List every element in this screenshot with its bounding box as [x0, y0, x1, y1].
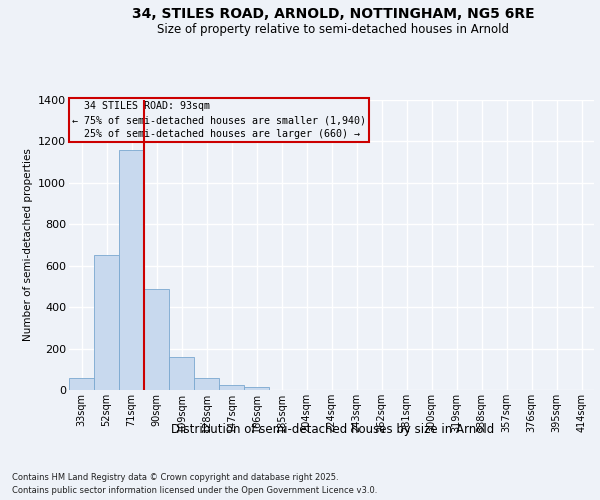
Bar: [219, 385, 244, 390]
Text: Contains public sector information licensed under the Open Government Licence v3: Contains public sector information licen…: [12, 486, 377, 495]
Bar: [94, 256, 119, 390]
Y-axis label: Number of semi-detached properties: Number of semi-detached properties: [23, 148, 32, 342]
Text: 34, STILES ROAD, ARNOLD, NOTTINGHAM, NG5 6RE: 34, STILES ROAD, ARNOLD, NOTTINGHAM, NG5…: [131, 8, 535, 22]
Bar: [194, 378, 219, 390]
Bar: [244, 387, 269, 390]
Text: Size of property relative to semi-detached houses in Arnold: Size of property relative to semi-detach…: [157, 22, 509, 36]
Bar: [69, 378, 94, 390]
Bar: [144, 288, 169, 390]
Bar: [119, 150, 144, 390]
Text: 34 STILES ROAD: 93sqm
← 75% of semi-detached houses are smaller (1,940)
  25% of: 34 STILES ROAD: 93sqm ← 75% of semi-deta…: [71, 102, 365, 140]
Text: Contains HM Land Registry data © Crown copyright and database right 2025.: Contains HM Land Registry data © Crown c…: [12, 472, 338, 482]
Bar: [169, 357, 194, 390]
Text: Distribution of semi-detached houses by size in Arnold: Distribution of semi-detached houses by …: [172, 422, 494, 436]
